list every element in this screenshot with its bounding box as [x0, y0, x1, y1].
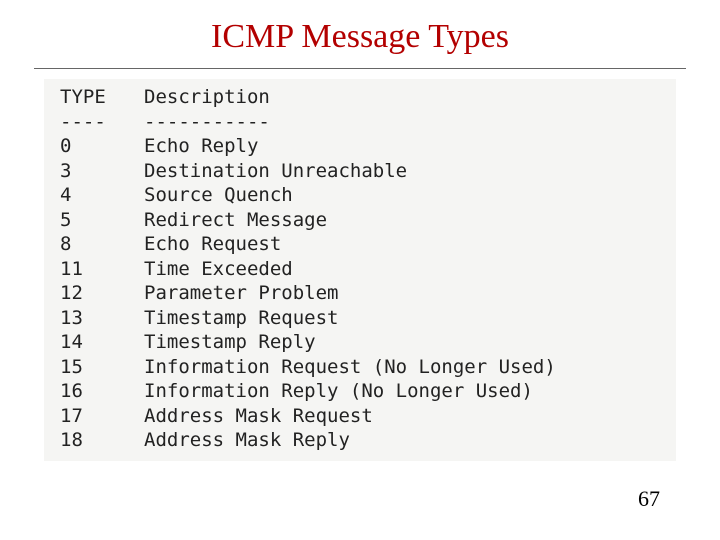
cell-type: 11	[60, 257, 144, 282]
cell-desc: Parameter Problem	[144, 281, 338, 306]
cell-type: 18	[60, 428, 144, 453]
code-row: 11Time Exceeded	[60, 257, 660, 282]
cell-type: 3	[60, 159, 144, 184]
cell-desc: Destination Unreachable	[144, 159, 407, 184]
code-row: 14Timestamp Reply	[60, 330, 660, 355]
code-row: 3Destination Unreachable	[60, 159, 660, 184]
slide-title: ICMP Message Types	[0, 0, 720, 68]
cell-type: 14	[60, 330, 144, 355]
code-row: 18Address Mask Reply	[60, 428, 660, 453]
cell-desc: Source Quench	[144, 183, 293, 208]
cell-type: 5	[60, 208, 144, 233]
code-dash-row: ---------------	[60, 110, 660, 135]
code-header-row: TYPEDescription	[60, 85, 660, 110]
cell-desc: Timestamp Request	[144, 306, 338, 331]
cell-type: 0	[60, 134, 144, 159]
code-row: 5Redirect Message	[60, 208, 660, 233]
code-block: TYPEDescription---------------0Echo Repl…	[44, 79, 676, 461]
header-type: TYPE	[60, 85, 144, 110]
code-row: 15Information Request (No Longer Used)	[60, 355, 660, 380]
code-row: 17Address Mask Request	[60, 404, 660, 429]
code-row: 4Source Quench	[60, 183, 660, 208]
cell-type: 15	[60, 355, 144, 380]
code-row: 16Information Reply (No Longer Used)	[60, 379, 660, 404]
cell-desc: Time Exceeded	[144, 257, 293, 282]
cell-desc: Address Mask Reply	[144, 428, 350, 453]
page-number: 67	[638, 486, 660, 512]
cell-type: 4	[60, 183, 144, 208]
cell-desc: Information Reply (No Longer Used)	[144, 379, 533, 404]
cell-desc: Echo Request	[144, 232, 281, 257]
cell-type: 16	[60, 379, 144, 404]
slide: ICMP Message Types TYPEDescription------…	[0, 0, 720, 540]
code-row: 13Timestamp Request	[60, 306, 660, 331]
cell-type: 17	[60, 404, 144, 429]
cell-type: 13	[60, 306, 144, 331]
header-desc: Description	[144, 85, 270, 110]
cell-type: 8	[60, 232, 144, 257]
code-row: 0Echo Reply	[60, 134, 660, 159]
code-row: 12Parameter Problem	[60, 281, 660, 306]
cell-desc: Redirect Message	[144, 208, 327, 233]
cell-desc: Information Request (No Longer Used)	[144, 355, 556, 380]
dash-type: ----	[60, 110, 144, 135]
cell-desc: Timestamp Reply	[144, 330, 316, 355]
cell-desc: Address Mask Request	[144, 404, 373, 429]
cell-desc: Echo Reply	[144, 134, 258, 159]
code-row: 8Echo Request	[60, 232, 660, 257]
dash-desc: -----------	[144, 110, 270, 135]
title-rule	[34, 68, 686, 69]
cell-type: 12	[60, 281, 144, 306]
